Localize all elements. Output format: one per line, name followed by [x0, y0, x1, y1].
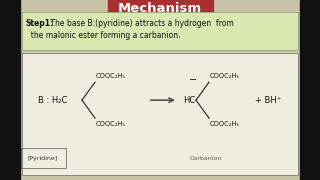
Text: + BH⁺: + BH⁺	[255, 96, 281, 105]
Text: Step1:: Step1:	[26, 19, 54, 28]
Bar	[0, 0, 20, 180]
Text: The base B:(pyridine) attracts a hydrogen  from: The base B:(pyridine) attracts a hydroge…	[48, 19, 234, 28]
Bar	[22, 12, 298, 50]
Text: HC: HC	[183, 96, 195, 105]
Text: −: −	[189, 75, 197, 85]
Bar	[300, 0, 320, 180]
Text: COOC₂H₅: COOC₂H₅	[96, 73, 126, 79]
Bar	[22, 53, 298, 175]
Text: COOC₂H₅: COOC₂H₅	[96, 121, 126, 127]
Text: COOC₂H₅: COOC₂H₅	[210, 73, 240, 79]
Text: [Pyridine]: [Pyridine]	[28, 156, 58, 161]
Text: B : H₂C: B : H₂C	[38, 96, 68, 105]
Text: Carbanion: Carbanion	[190, 156, 222, 161]
Text: COOC₂H₅: COOC₂H₅	[210, 121, 240, 127]
Bar	[108, 0, 212, 17]
Text: Mechanism: Mechanism	[118, 2, 202, 15]
Text: the malonic ester forming a carbanion.: the malonic ester forming a carbanion.	[26, 31, 180, 40]
